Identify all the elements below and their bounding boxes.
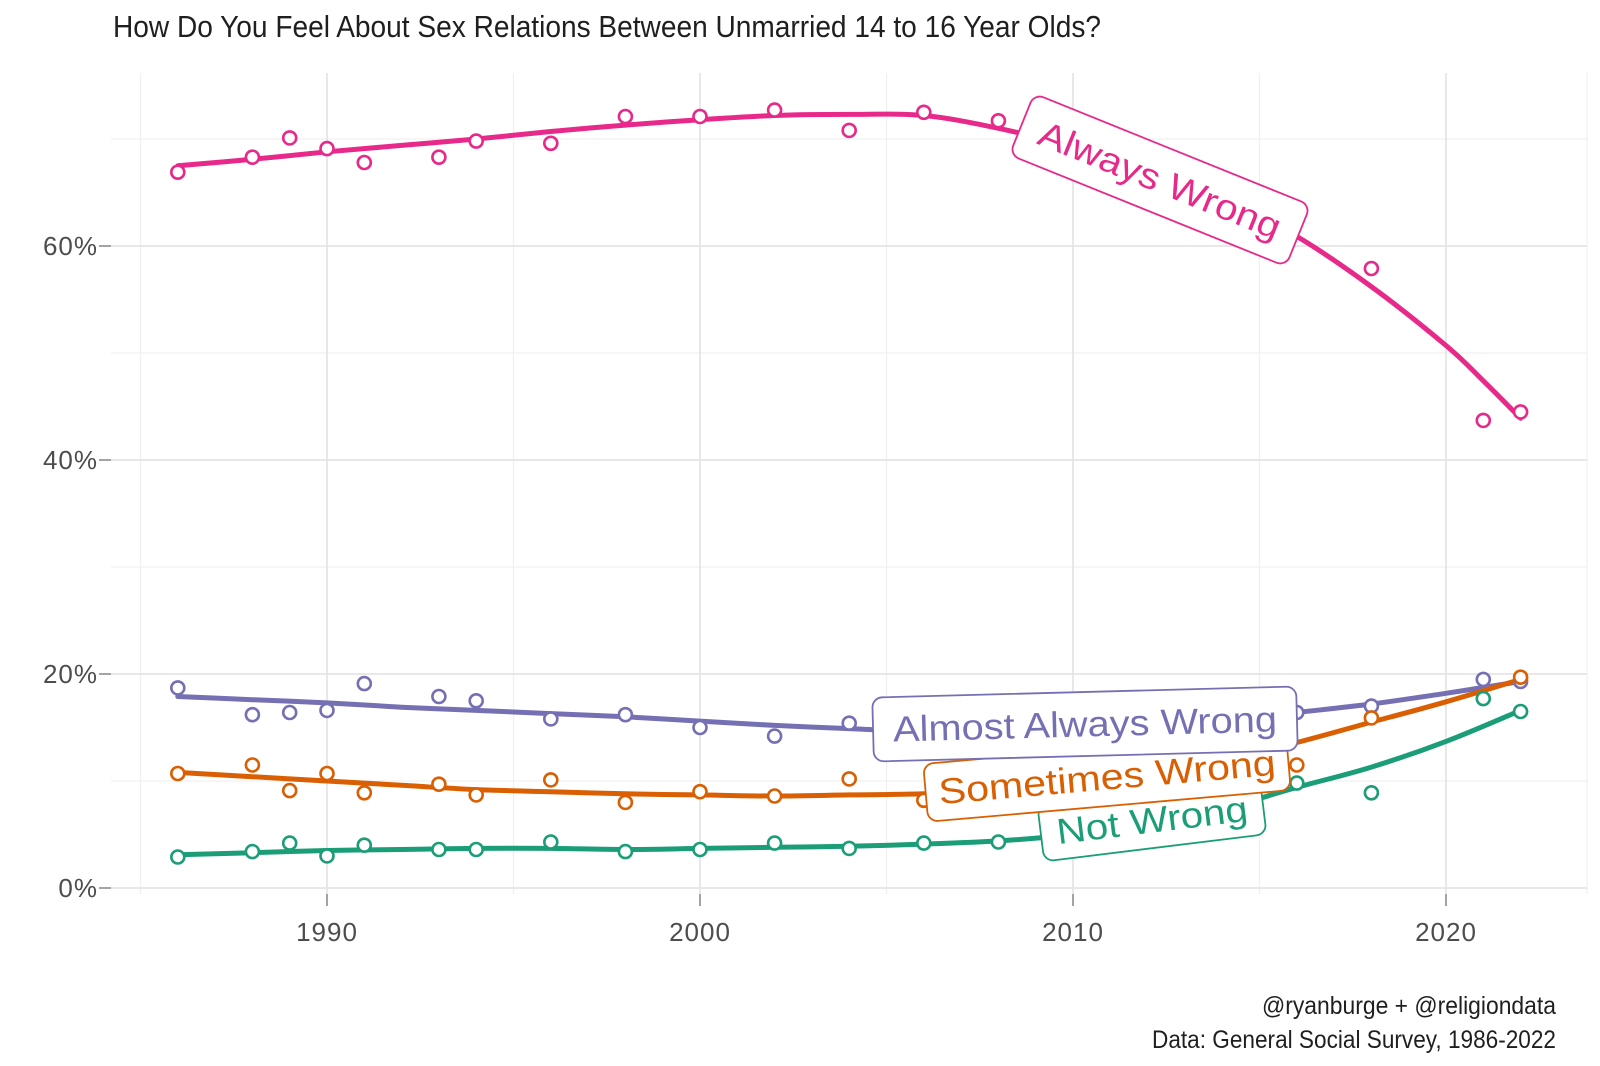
- data-point-3: [692, 841, 708, 858]
- smooth-line-0: [175, 111, 1524, 421]
- data-point-1: [244, 706, 261, 723]
- data-point-0: [841, 122, 858, 139]
- data-point-1: [170, 680, 186, 696]
- data-point-1: [356, 675, 373, 692]
- data-point-3: [1363, 784, 1380, 801]
- data-point-3: [1475, 690, 1492, 707]
- y-tick-label: 40%: [43, 445, 98, 475]
- data-point-3: [356, 837, 373, 854]
- label-box-almost-always-wrong: [871, 685, 1299, 763]
- data-point-2: [692, 783, 708, 800]
- data-point-2: [170, 765, 186, 782]
- data-point-0: [1363, 260, 1380, 277]
- x-tick-label: 1990: [296, 917, 358, 947]
- data-point-3: [617, 843, 634, 860]
- label-text-almost-always-wrong: Almost Always Wrong: [893, 698, 1278, 749]
- data-point-1: [1475, 671, 1492, 688]
- data-point-1: [841, 715, 858, 732]
- axis-ticks: [99, 245, 1447, 906]
- data-point-1: [468, 692, 485, 709]
- data-point-1: [431, 688, 447, 705]
- data-point-0: [1475, 412, 1492, 429]
- gridlines: [111, 73, 1588, 894]
- y-tick-label: 60%: [43, 231, 98, 261]
- data-point-0: [319, 140, 335, 157]
- data-point-1: [692, 719, 708, 736]
- data-point-2: [841, 771, 858, 787]
- caption-source: Data: General Social Survey, 1986-2022: [1152, 1026, 1556, 1054]
- data-point-0: [281, 130, 298, 146]
- data-point-3: [319, 848, 335, 864]
- data-point-3: [542, 834, 559, 850]
- data-point-1: [542, 711, 559, 727]
- data-point-1: [766, 728, 783, 744]
- data-point-0: [990, 113, 1007, 129]
- x-tick-label: 2020: [1415, 917, 1477, 947]
- data-point-1: [319, 702, 335, 719]
- data-point-2: [542, 772, 559, 788]
- data-point-1: [281, 704, 298, 721]
- data-point-3: [915, 835, 932, 851]
- data-point-0: [431, 149, 447, 165]
- data-point-0: [244, 149, 261, 165]
- data-point-3: [1289, 775, 1305, 791]
- data-point-3: [766, 835, 783, 851]
- series-lines-and-points: [170, 102, 1529, 865]
- data-point-0: [1512, 404, 1529, 420]
- label-box-always-wrong: [1011, 95, 1309, 265]
- data-point-0: [170, 164, 186, 180]
- data-point-3: [170, 849, 186, 865]
- data-point-0: [542, 135, 559, 152]
- data-point-2: [356, 784, 373, 801]
- data-point-2: [468, 787, 485, 803]
- data-point-2: [617, 794, 634, 811]
- axis-labels: 1990 2000 2010 2020 0% 20% 40% 60%: [43, 231, 1477, 947]
- y-tick-label: 0%: [58, 873, 98, 903]
- data-point-2: [431, 776, 447, 793]
- chart-title: How Do You Feel About Sex Relations Betw…: [113, 9, 1101, 44]
- data-point-2: [766, 788, 783, 804]
- data-point-3: [431, 841, 447, 858]
- x-tick-label: 2000: [669, 917, 731, 947]
- data-point-3: [244, 843, 261, 860]
- label-almost-always-wrong: Almost Always Wrong: [871, 685, 1299, 763]
- data-point-0: [468, 133, 485, 149]
- data-point-2: [1289, 757, 1305, 773]
- data-point-3: [841, 840, 858, 857]
- data-point-2: [1363, 710, 1380, 726]
- label-always-wrong: Always Wrong: [1011, 95, 1309, 265]
- data-point-0: [915, 104, 932, 121]
- data-point-3: [468, 841, 485, 858]
- data-point-3: [281, 835, 298, 851]
- data-point-2: [1512, 669, 1529, 686]
- data-point-3: [990, 834, 1007, 850]
- data-point-3: [1512, 703, 1529, 720]
- data-point-2: [244, 757, 261, 773]
- y-tick-label: 20%: [43, 659, 98, 689]
- data-point-0: [692, 108, 708, 125]
- x-tick-label: 2010: [1042, 917, 1104, 947]
- data-point-1: [617, 706, 634, 723]
- data-point-0: [356, 154, 373, 171]
- data-point-0: [766, 102, 783, 118]
- data-point-2: [281, 782, 298, 799]
- data-point-0: [617, 108, 634, 125]
- caption-authors: @ryanburge + @religiondata: [1262, 992, 1556, 1020]
- data-point-2: [319, 765, 335, 782]
